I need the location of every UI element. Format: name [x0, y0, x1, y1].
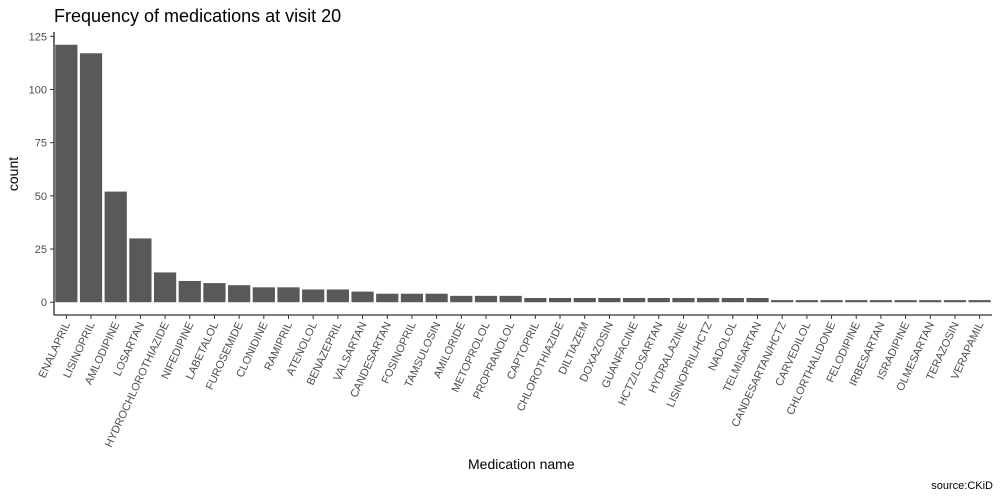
bar-0 — [55, 44, 78, 303]
bar-28 — [746, 297, 769, 303]
bar-10 — [302, 289, 325, 303]
bar-24 — [647, 297, 670, 303]
y-tick-label: 75 — [35, 138, 47, 150]
bars-group — [55, 44, 991, 303]
bar-14 — [400, 293, 424, 303]
bar-5 — [178, 280, 201, 303]
bar-4 — [153, 272, 177, 303]
bar-25 — [672, 297, 695, 303]
bar-31 — [820, 300, 843, 303]
bar-7 — [228, 285, 251, 303]
x-axis-title: Medication name — [468, 456, 575, 472]
bar-29 — [771, 300, 794, 303]
bar-36 — [943, 300, 967, 303]
bar-20 — [548, 297, 572, 303]
bar-9 — [277, 287, 300, 303]
bar-23 — [622, 297, 646, 303]
bar-2 — [104, 191, 127, 303]
bar-1 — [79, 53, 103, 303]
y-tick-label: 25 — [35, 244, 47, 256]
bar-33 — [869, 300, 893, 303]
bar-21 — [573, 297, 596, 303]
bar-16 — [450, 295, 473, 303]
y-tick-label: 125 — [29, 31, 47, 43]
bar-6 — [203, 283, 226, 303]
chart-title: Frequency of medications at visit 20 — [54, 6, 341, 26]
bar-22 — [598, 297, 621, 303]
bar-19 — [524, 297, 547, 303]
bar-8 — [252, 287, 275, 303]
bar-3 — [129, 238, 152, 303]
bar-30 — [795, 300, 818, 303]
x-axis: ENALAPRILLISINOPRILAMLODIPINELOSARTANHYD… — [37, 314, 992, 449]
bar-17 — [474, 295, 498, 303]
bar-32 — [845, 300, 868, 303]
bar-15 — [425, 293, 448, 303]
y-tick-label: 50 — [35, 191, 47, 203]
bar-37 — [968, 300, 991, 303]
source-caption: source:CKiD — [931, 480, 993, 492]
bar-18 — [499, 295, 522, 303]
bar-11 — [326, 289, 349, 303]
bar-34 — [894, 300, 917, 303]
bar-27 — [721, 297, 744, 303]
y-axis-title: count — [5, 157, 21, 191]
bar-12 — [351, 291, 374, 303]
y-tick-label: 100 — [29, 84, 47, 96]
bar-26 — [697, 297, 720, 303]
bar-35 — [919, 300, 942, 303]
bar-13 — [376, 293, 399, 303]
y-axis: 0 25 50 75 100 125 — [29, 31, 55, 315]
y-tick-label: 0 — [41, 297, 47, 309]
